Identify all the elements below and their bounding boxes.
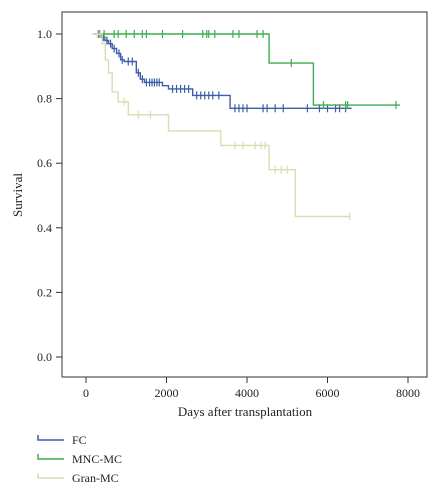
y-tick-label: 0.8 — [37, 92, 52, 106]
legend-swatch — [37, 473, 64, 479]
legend-swatch — [37, 454, 64, 460]
legend-item: Gran-MC — [37, 471, 119, 485]
x-tick-label: 0 — [83, 386, 89, 400]
series-gran-mc — [92, 30, 351, 221]
x-axis-label: Days after transplantation — [178, 404, 313, 419]
x-tick-label: 2000 — [155, 386, 179, 400]
survival-curve — [98, 33, 400, 106]
y-tick-label: 0.0 — [37, 350, 52, 364]
survival-curve — [92, 33, 350, 218]
y-tick-label: 1.0 — [37, 27, 52, 41]
y-axis-label: Survival — [10, 173, 25, 217]
legend: FC MNC-MC Gran-MC — [37, 433, 122, 485]
y-tick-label: 0.4 — [37, 221, 52, 235]
x-tick-label: 4000 — [235, 386, 259, 400]
x-tick-label: 6000 — [316, 386, 340, 400]
x-axis: 0 2000 4000 6000 8000 — [83, 377, 420, 400]
y-tick-label: 0.2 — [37, 285, 52, 299]
legend-item: FC — [37, 433, 87, 447]
legend-label: Gran-MC — [72, 471, 119, 485]
series-layer — [92, 30, 400, 221]
y-tick-label: 0.6 — [37, 156, 52, 170]
legend-swatch — [37, 435, 64, 441]
plot-frame — [61, 11, 428, 378]
y-axis: 0.0 0.2 0.4 0.6 0.8 1.0 — [37, 27, 62, 364]
x-tick-label: 8000 — [396, 386, 420, 400]
legend-item: MNC-MC — [37, 452, 122, 466]
legend-label: FC — [72, 433, 87, 447]
series-mnc-mc — [98, 30, 400, 110]
legend-label: MNC-MC — [72, 452, 122, 466]
